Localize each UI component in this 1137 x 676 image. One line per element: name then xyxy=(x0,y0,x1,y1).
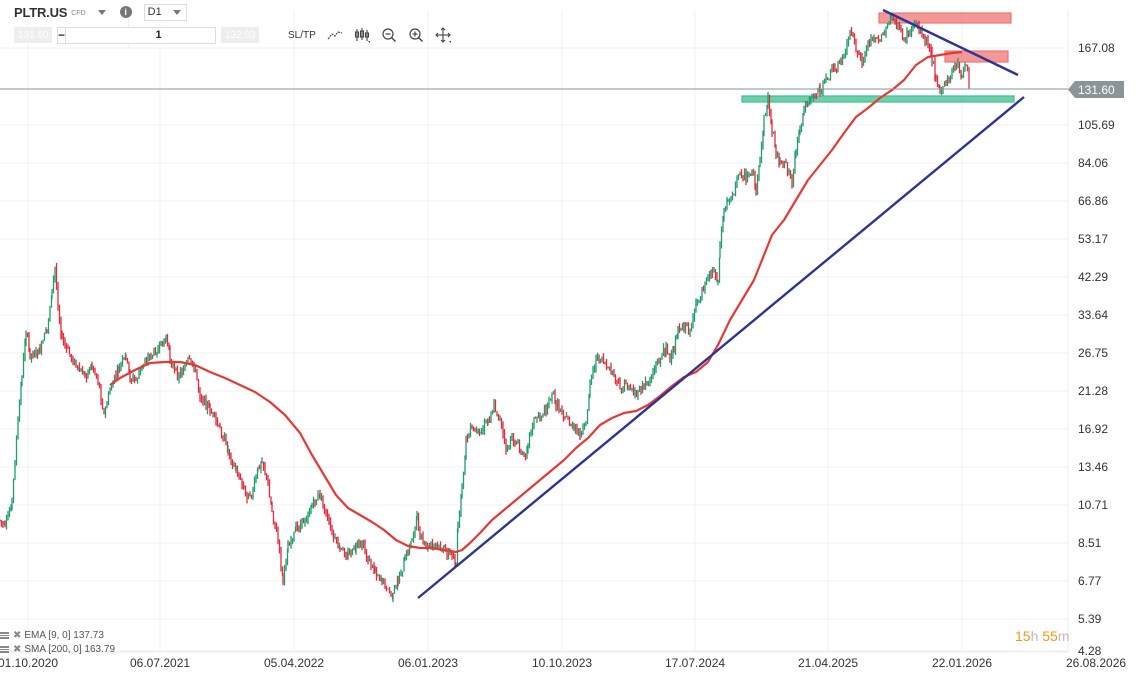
zoom-in-icon[interactable] xyxy=(408,27,424,43)
price-tick-label: 42.29 xyxy=(1078,270,1109,284)
price-tick-label: 10.71 xyxy=(1078,498,1109,512)
date-tick-label: 06.07.2021 xyxy=(130,656,191,670)
timeframe-select[interactable]: D1 xyxy=(143,3,187,21)
symbol-dropdown-icon[interactable] xyxy=(97,9,106,15)
price-tick-label: 105.69 xyxy=(1078,118,1115,132)
price-tick-label: 16.92 xyxy=(1078,422,1109,436)
buy-price-button[interactable]: 132.03 xyxy=(221,27,259,43)
date-tick-label: 17.07.2024 xyxy=(665,656,726,670)
date-tick-label: 01.10.2020 xyxy=(0,656,59,670)
price-tick-label: 13.46 xyxy=(1078,460,1109,474)
price-tick-label: 84.06 xyxy=(1078,156,1109,170)
date-tick-label: 21.04.2025 xyxy=(798,656,859,670)
candlestick-series xyxy=(0,13,970,603)
price-tick-label: 8.51 xyxy=(1078,536,1102,550)
move-crosshair-icon[interactable] xyxy=(435,27,451,43)
indicator-legend-ema: ✖ EMA [9, 0] 137.73 xyxy=(0,629,104,641)
indicator-settings-icon[interactable] xyxy=(0,631,9,639)
countdown-hours: 15 xyxy=(1015,628,1031,644)
date-tick-label: 22.01.2026 xyxy=(932,656,993,670)
trendlines xyxy=(417,8,1025,599)
zoom-out-icon[interactable] xyxy=(381,27,397,43)
date-tick-label: 10.10.2023 xyxy=(532,656,593,670)
date-tick-label: 06.01.2023 xyxy=(398,656,459,670)
price-tick-label: 33.64 xyxy=(1078,308,1109,322)
long-term-support-trendline[interactable] xyxy=(417,96,1025,599)
price-tick-label: 53.17 xyxy=(1078,232,1109,246)
price-tick-label: 21.28 xyxy=(1078,384,1109,398)
symbol-name[interactable]: PLTR.US xyxy=(14,4,68,20)
order-bar: 131.60 − ⇄ + 132.03 SL/TP xyxy=(14,26,451,44)
quantity-stepper: − ⇄ + xyxy=(57,26,251,44)
sltp-button[interactable]: SL/TP xyxy=(288,29,316,41)
date-tick-label: 05.04.2022 xyxy=(264,656,325,670)
countdown-minutes-unit: m xyxy=(1057,628,1070,644)
line-chart-icon[interactable] xyxy=(327,27,343,43)
price-tick-label: 4.28 xyxy=(1078,644,1102,658)
candle-countdown: 15h 55m xyxy=(1015,628,1070,644)
current-price-tag: 131.60 xyxy=(1068,81,1124,98)
sell-price-button[interactable]: 131.60 xyxy=(14,27,52,43)
decrease-quantity-button[interactable]: − xyxy=(58,27,67,43)
chart-grid xyxy=(0,10,1069,653)
instrument-type: CFD xyxy=(71,9,86,17)
countdown-minutes: 55 xyxy=(1042,628,1058,644)
info-icon[interactable]: i xyxy=(119,6,132,18)
descending-resistance-trendline[interactable] xyxy=(882,8,1019,77)
price-tick-label: 66.86 xyxy=(1078,194,1109,208)
indicator-legend-sma: ✖ SMA [200, 0] 163.79 xyxy=(0,643,115,655)
quantity-input[interactable] xyxy=(66,27,236,43)
sma-200-line xyxy=(109,50,963,554)
top-resistance-zone[interactable] xyxy=(878,12,1012,24)
price-tick-label: 5.39 xyxy=(1078,612,1102,626)
indicator-settings-icon[interactable] xyxy=(0,645,9,653)
timeframe-value: D1 xyxy=(147,6,162,18)
chevron-down-icon xyxy=(172,9,181,15)
sma-label: SMA [200, 0] 163.79 xyxy=(24,643,116,655)
price-tick-label: 26.75 xyxy=(1078,346,1109,360)
remove-indicator-icon[interactable]: ✖ xyxy=(13,629,22,641)
candlestick-icon[interactable] xyxy=(354,27,370,43)
mid-resistance-zone[interactable] xyxy=(944,50,1009,63)
price-tick-label: 167.08 xyxy=(1078,41,1115,55)
ema-label: EMA [9, 0] 137.73 xyxy=(24,629,104,641)
remove-indicator-icon[interactable]: ✖ xyxy=(13,643,22,655)
countdown-hours-unit: h xyxy=(1030,628,1039,644)
date-tick-label: 26.08.2026 xyxy=(1066,656,1127,670)
symbol-bar: PLTR.US CFD i D1 xyxy=(14,3,187,21)
price-tick-label: 6.77 xyxy=(1078,574,1102,588)
